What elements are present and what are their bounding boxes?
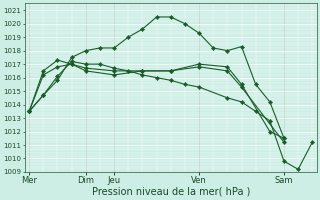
X-axis label: Pression niveau de la mer( hPa ): Pression niveau de la mer( hPa ) [92, 187, 250, 197]
